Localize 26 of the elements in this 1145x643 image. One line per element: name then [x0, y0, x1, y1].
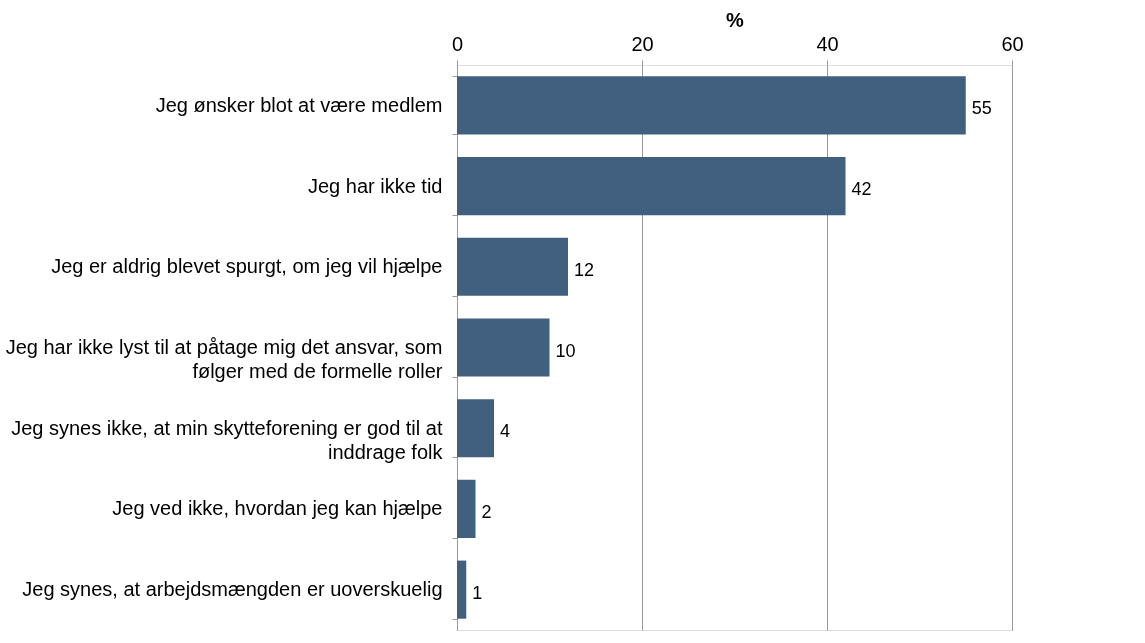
- bar: [457, 318, 550, 377]
- bar: [457, 157, 846, 216]
- y-tick-label: Jeg synes ikke, at min skytteforening er god til at inddrage folk: [11, 416, 444, 463]
- y-tick-label: Jeg har ikke tid: [307, 174, 443, 197]
- bar: [457, 237, 568, 296]
- data-label: 55: [971, 98, 992, 119]
- x-tick-label: 20: [631, 32, 654, 55]
- data-label: 1: [472, 582, 483, 603]
- data-label: 2: [481, 501, 492, 522]
- y-tick-label: Jeg ønsker blot at være medlem: [155, 93, 443, 116]
- x-tick-label: 0: [451, 32, 464, 55]
- x-tick-label: 40: [816, 32, 839, 55]
- data-label: 42: [851, 179, 872, 200]
- data-label: 10: [555, 340, 576, 361]
- data-label: 4: [500, 421, 511, 442]
- data-label: 12: [574, 259, 595, 280]
- bar: [457, 560, 467, 619]
- x-tick-label: 60: [1001, 32, 1024, 55]
- y-tick-label: Jeg ved ikke, hvordan jeg kan hjælpe: [112, 497, 443, 520]
- x-axis-title: %: [726, 8, 745, 31]
- bar: [457, 76, 966, 135]
- y-tick-label: Jeg er aldrig blevet spurgt, om jeg vil hjælpe: [51, 255, 443, 278]
- bar: [457, 479, 476, 538]
- y-tick-label: Jeg har ikke lyst til at påtage mig det ansvar, som følger med de formelle roller: [5, 336, 443, 382]
- bar: [457, 399, 494, 458]
- y-tick-label: Jeg synes, at arbejdsmængden er uoverskuelig: [22, 578, 443, 601]
